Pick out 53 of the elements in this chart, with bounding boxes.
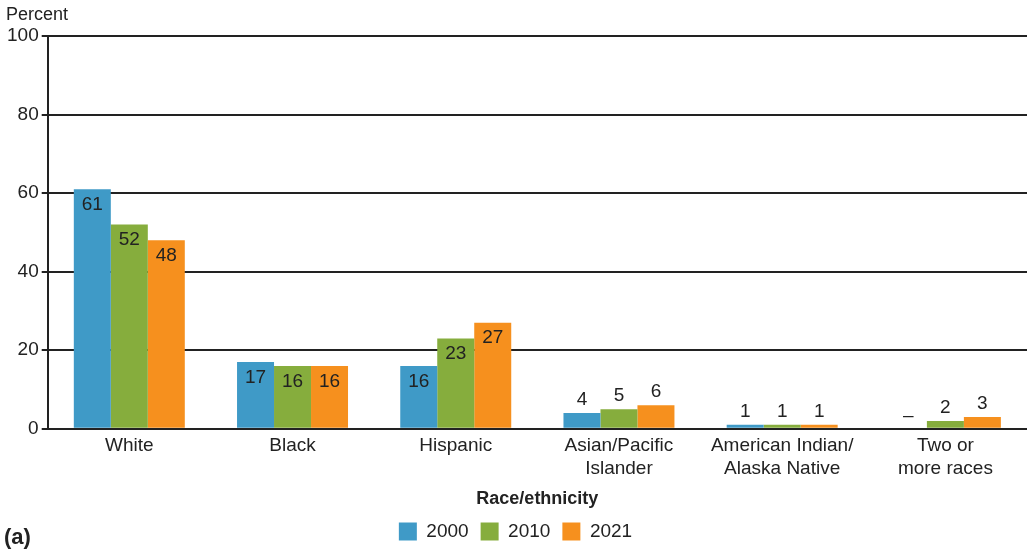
x-tick-label: Asian/Pacific Islander bbox=[564, 434, 674, 479]
bar bbox=[474, 322, 512, 428]
data-label: 17 bbox=[244, 365, 267, 387]
y-tick-label: 60 bbox=[17, 181, 39, 203]
x-tick-label: American Indian/ Alaska Native bbox=[710, 434, 855, 479]
bar bbox=[763, 424, 801, 428]
bar bbox=[237, 362, 275, 428]
data-label: 61 bbox=[81, 192, 103, 214]
bar bbox=[563, 413, 601, 428]
y-axis-title: Percent bbox=[6, 3, 69, 24]
bar bbox=[274, 365, 312, 428]
data-label: 16 bbox=[408, 369, 430, 391]
data-label: 23 bbox=[445, 342, 467, 364]
bar bbox=[110, 224, 148, 428]
bar bbox=[437, 338, 475, 428]
legend-label: 2010 bbox=[508, 519, 551, 541]
data-label: 16 bbox=[281, 369, 304, 391]
x-tick-label: Two or more races bbox=[897, 434, 993, 479]
y-tick-label: 20 bbox=[17, 338, 39, 360]
bar bbox=[400, 365, 438, 428]
text: (a) bbox=[4, 524, 31, 550]
bar bbox=[637, 405, 675, 428]
bar bbox=[926, 420, 964, 428]
data-label: 48 bbox=[155, 243, 177, 265]
legend-label: 2000 bbox=[426, 519, 469, 541]
bar bbox=[311, 365, 349, 428]
bar bbox=[726, 424, 764, 428]
x-tick-label: Hispanic bbox=[419, 434, 493, 456]
data-label: 6 bbox=[650, 379, 662, 401]
data-label: 2 bbox=[940, 395, 951, 417]
bar bbox=[963, 417, 1001, 428]
bar bbox=[800, 424, 838, 428]
data-label: 4 bbox=[576, 387, 588, 409]
bar bbox=[147, 240, 185, 428]
x-tick-label: White bbox=[105, 434, 154, 456]
data-label: 52 bbox=[118, 228, 140, 250]
bar bbox=[73, 189, 111, 428]
text: – bbox=[903, 403, 914, 425]
data-label: 5 bbox=[613, 383, 625, 405]
y-tick-label: 40 bbox=[17, 259, 39, 281]
x-tick-label: Black bbox=[269, 434, 317, 456]
bar bbox=[600, 409, 638, 428]
legend-label: 2021 bbox=[589, 519, 633, 541]
y-tick-label: 0 bbox=[28, 417, 39, 439]
data-label: 27 bbox=[482, 326, 504, 348]
data-label: 1 bbox=[776, 399, 788, 421]
data-label: 16 bbox=[318, 369, 341, 391]
y-tick-label: 100 bbox=[7, 24, 39, 46]
x-axis-title: Race/ethnicity bbox=[476, 488, 599, 509]
y-tick-label: 80 bbox=[17, 102, 39, 124]
data-label: 1 bbox=[813, 399, 825, 421]
data-label: 1 bbox=[739, 399, 751, 421]
data-label: 3 bbox=[977, 391, 988, 413]
